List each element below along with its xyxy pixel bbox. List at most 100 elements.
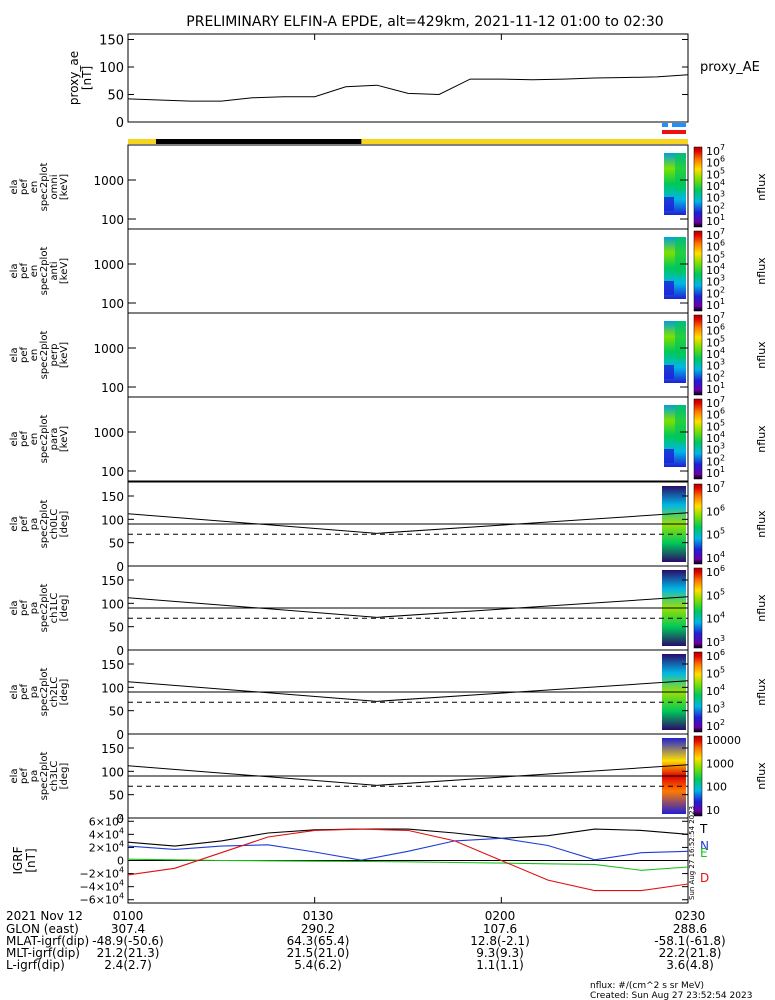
panel-ylabel-line: spec2plot [39,331,50,380]
igrf-series-label: D [700,871,709,885]
time-tick-label: 0130 [303,909,334,923]
ephemeris-value: 307.4 [111,922,145,936]
panel-ylabel-line: ela [9,263,20,278]
spectrogram-data [664,449,674,463]
colorbar-tick-label: 103 [706,358,725,373]
colorbar-tick-label: 102 [706,453,725,468]
science-zone-marker [662,123,668,127]
panel-ytick-label: 150 [101,574,124,588]
ephemeris-value: 290.2 [301,922,335,936]
proxy-ae-ytick-label: 150 [99,34,124,49]
colorbar-tick-label: 103 [706,442,725,457]
colorbar-tick-label: 107 [706,480,725,495]
colorbar-label: nflux [755,425,768,453]
ephemeris-value: 2.4(2.7) [104,958,152,972]
ephemeris-value: -48.9(-50.6) [92,934,163,948]
ephemeris-value: 288.6 [673,922,707,936]
spectrogram-panel-1: ela pef en spec2plot omni [keV] 10001001071061… [9,143,768,230]
date-label: 2021 Nov 12 [6,909,83,923]
panel-ylabel-line: [deg] [59,763,70,790]
colorbar [693,314,703,396]
footer-units: nflux: #/(cm^2 s sr MeV) [590,981,704,991]
panel-ylabel-line: anti [49,261,60,280]
panel-ytick-label: 1000 [93,174,124,188]
panel-ylabel-line: [keV] [59,174,70,200]
time-tick-label: 0100 [113,909,144,923]
panel-ytick-label: 100 [101,597,124,611]
igrf-series-label: N [700,839,709,853]
colorbar-tick-label: 104 [706,683,725,698]
colorbar-tick-label: 105 [706,587,725,602]
panel-ylabel-line: [keV] [59,342,70,368]
panel-ylabel-line: pef [19,347,30,364]
panel-ylabel-line: spec2plot [39,415,50,464]
panel-ylabel-line: pa [29,770,40,782]
panel-frame [127,312,689,398]
colorbar-tick-label: 104 [706,611,725,626]
panel-ylabel-line: pef [19,431,30,448]
spectrogram-data [675,153,686,191]
colorbar-tick-label: 101 [706,465,725,480]
spectrogram-data [664,281,674,295]
proxy-ae-ytick-label: 50 [107,89,124,104]
panel-ylabel-line: en [29,433,40,446]
colorbar-tick-label: 107 [706,395,725,410]
colorbar-tick-label: 106 [706,155,725,170]
colorbar [693,567,703,649]
igrf-series-N [127,837,689,861]
proxy-ae-ytick-label: 100 [99,61,124,76]
igrf-ytick-label: 6×104 [89,813,124,828]
colorbar [693,651,703,733]
panel-ytick-label: 50 [109,537,124,551]
ephemeris-value: 21.2(21.3) [97,946,160,960]
panel-ylabel-line: ch3LC [49,761,60,792]
colorbar-tick-label: 107 [706,227,725,242]
panel-ytick-label: 100 [101,765,124,779]
ephemeris-value: 22.2(21.8) [659,946,722,960]
panel-frame [127,228,689,314]
panel-ytick-label: 50 [109,621,124,635]
igrf-ytick-label: −2×104 [80,866,124,881]
panel-ylabel-line: [keV] [59,258,70,284]
panel-ylabel-line: ela [9,684,20,699]
colorbar-label: nflux [755,678,768,706]
panel-ylabel-line: ela [9,600,20,615]
colorbar-tick-label: 104 [706,346,725,361]
colorbar-tick-label: 104 [706,550,725,565]
colorbar-tick-label: 106 [706,407,725,422]
panel-ylabel-line: pa [29,686,40,698]
x-axis-labels: 2021 Nov 12 0100 0130 0200 0230 GLON (east) 30… [6,909,726,972]
colorbar-tick-label: 102 [706,285,725,300]
colorbar [693,398,703,480]
colorbar-tick-label: 105 [706,250,725,265]
igrf-series-E [127,858,689,871]
colorbar-tick-label: 105 [706,527,725,542]
panel-ylabel-line: ela [9,347,20,362]
spectrogram-panel-7: ela pef pa spec2plot ch2LC [deg] 150 100 50 0 106 1… [9,648,768,742]
panel-ylabel-line: [deg] [59,511,70,538]
panel-ylabel-line: spec2plot [39,668,50,717]
colorbar-label: nflux [755,594,768,622]
panel-ylabel-line: ela [9,768,20,783]
ephemeris-value: 1.1(1.1) [476,958,524,972]
ephemeris-value: 21.5(21.0) [287,946,350,960]
panel-ylabel-line: en [29,349,40,362]
panel-ytick-label: 100 [101,297,124,311]
loss-cone-line [127,764,689,786]
colorbar-tick-label: 103 [706,190,725,205]
colorbar-tick-label: 102 [706,369,725,384]
spectrogram-data [664,365,674,379]
panel-ytick-label: 1000 [93,342,124,356]
colorbar-label: nflux [755,510,768,538]
panel-ylabel-line: en [29,265,40,278]
proxy-ae-legend: proxy_AE [700,60,760,75]
panel-ytick-label: 1000 [93,258,124,272]
panel-ylabel-line: ch1LC [49,593,60,624]
panel-frame [127,144,689,230]
igrf-series-label: E [700,846,708,860]
colorbar-tick-label: 103 [706,701,725,716]
panel-ytick-label: 150 [101,658,124,672]
panel-ylabel-line: pef [19,684,30,701]
panel-ylabel-line: spec2plot [39,752,50,801]
